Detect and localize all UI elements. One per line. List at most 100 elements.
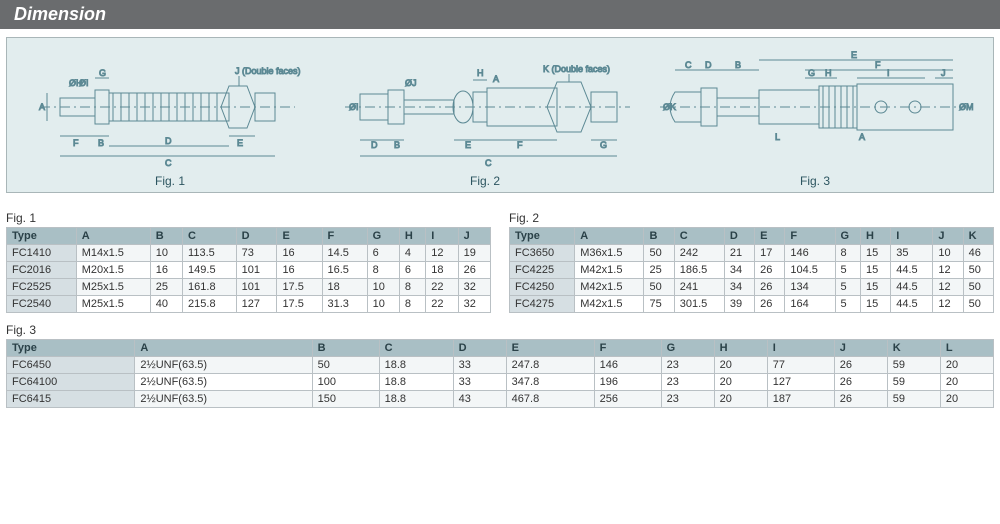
fig2-caption: Fig. 2	[509, 211, 994, 225]
table-cell: FC3650	[510, 245, 575, 262]
table-cell: 23	[661, 374, 714, 391]
table-cell: 18.8	[379, 374, 453, 391]
table-cell: 256	[594, 391, 661, 408]
table-cell: 77	[767, 357, 834, 374]
fig1-table: TypeABCDEFGHIJFC1410M14x1.510113.5731614…	[6, 227, 491, 313]
col-header: H	[399, 228, 425, 245]
table-cell: 8	[835, 245, 860, 262]
table-cell: 16	[277, 262, 322, 279]
table-cell: 146	[594, 357, 661, 374]
svg-text:A: A	[493, 74, 499, 84]
table-cell: 247.8	[506, 357, 594, 374]
table-row: FC2525M25x1.525161.810117.5181082232	[7, 279, 491, 296]
table-row: FC2540M25x1.540215.812717.531.31082232	[7, 296, 491, 313]
col-header: D	[453, 340, 506, 357]
table-cell: 10	[367, 279, 399, 296]
table-cell: 32	[458, 279, 490, 296]
table-cell: 59	[887, 357, 940, 374]
col-header: J	[834, 340, 887, 357]
col-header: E	[277, 228, 322, 245]
table-cell: 18	[322, 279, 367, 296]
table-cell: 18.8	[379, 357, 453, 374]
table-cell: M42x1.5	[575, 279, 644, 296]
table-cell: 16.5	[322, 262, 367, 279]
table-row: FC2016M20x1.516149.51011616.5861826	[7, 262, 491, 279]
table-cell: FC6450	[7, 357, 135, 374]
table-cell: FC4275	[510, 296, 575, 313]
col-header: G	[367, 228, 399, 245]
table-cell: 44.5	[891, 296, 933, 313]
table-cell: 242	[674, 245, 724, 262]
table-cell: 26	[458, 262, 490, 279]
table-cell: 146	[785, 245, 835, 262]
table-cell: 23	[661, 391, 714, 408]
table-cell: 26	[834, 357, 887, 374]
table-cell: 2½UNF(63.5)	[135, 357, 312, 374]
table-cell: 22	[426, 279, 458, 296]
table-row: FC4250M42x1.550241342613451544.51250	[510, 279, 994, 296]
table-cell: 20	[714, 357, 767, 374]
fig2-svg: D B E F G C H K (Double faces) ØJ ØI A	[335, 48, 635, 168]
table-row: FC3650M36x1.5502422117146815351046	[510, 245, 994, 262]
col-header: F	[322, 228, 367, 245]
svg-text:J (Double faces): J (Double faces)	[235, 66, 301, 76]
svg-text:A: A	[859, 132, 865, 142]
svg-text:ØI: ØI	[349, 102, 359, 112]
col-header: I	[891, 228, 933, 245]
svg-text:F: F	[875, 60, 881, 70]
table-cell: 10	[367, 296, 399, 313]
table-row: FC4225M42x1.525186.53426104.551544.51250	[510, 262, 994, 279]
table-row: FC4275M42x1.575301.5392616451544.51250	[510, 296, 994, 313]
col-header: Type	[510, 228, 575, 245]
table-cell: 20	[940, 374, 993, 391]
table-cell: 19	[458, 245, 490, 262]
svg-text:E: E	[465, 140, 471, 150]
table-cell: 5	[835, 279, 860, 296]
table-cell: 127	[767, 374, 834, 391]
col-header: B	[644, 228, 674, 245]
table-cell: 26	[834, 374, 887, 391]
col-header: A	[76, 228, 150, 245]
table-cell: 215.8	[183, 296, 237, 313]
table-cell: 241	[674, 279, 724, 296]
table-cell: 22	[426, 296, 458, 313]
col-header: H	[860, 228, 890, 245]
table-cell: FC64100	[7, 374, 135, 391]
table-cell: FC1410	[7, 245, 77, 262]
svg-text:B: B	[394, 140, 400, 150]
col-header: L	[940, 340, 993, 357]
svg-text:D: D	[705, 60, 712, 70]
table-cell: 17.5	[277, 279, 322, 296]
table-cell: 34	[724, 262, 754, 279]
table-cell: 23	[661, 357, 714, 374]
svg-text:B: B	[98, 138, 104, 148]
col-header: G	[661, 340, 714, 357]
fig1-caption: Fig. 1	[6, 211, 491, 225]
table-cell: 75	[644, 296, 674, 313]
table-cell: 5	[835, 296, 860, 313]
svg-text:D: D	[371, 140, 378, 150]
table-cell: 50	[963, 296, 993, 313]
table-row: FC641002½UNF(63.5)10018.833347.819623201…	[7, 374, 994, 391]
svg-text:G: G	[808, 68, 815, 78]
col-header: B	[150, 228, 182, 245]
svg-text:H: H	[825, 68, 832, 78]
table-cell: 59	[887, 374, 940, 391]
table-cell: 21	[724, 245, 754, 262]
svg-text:C: C	[685, 60, 692, 70]
table-cell: 186.5	[674, 262, 724, 279]
tables-row: Fig. 1 TypeABCDEFGHIJFC1410M14x1.510113.…	[0, 207, 1000, 313]
col-header: I	[767, 340, 834, 357]
table-cell: 18.8	[379, 391, 453, 408]
table-cell: 33	[453, 374, 506, 391]
table-cell: 150	[312, 391, 379, 408]
table-cell: 15	[860, 262, 890, 279]
table-cell: 18	[426, 262, 458, 279]
col-header: K	[887, 340, 940, 357]
table-cell: FC2016	[7, 262, 77, 279]
table-cell: 34	[724, 279, 754, 296]
svg-text:F: F	[73, 138, 79, 148]
table-cell: 8	[367, 262, 399, 279]
table-cell: 161.8	[183, 279, 237, 296]
svg-text:A: A	[39, 102, 45, 112]
